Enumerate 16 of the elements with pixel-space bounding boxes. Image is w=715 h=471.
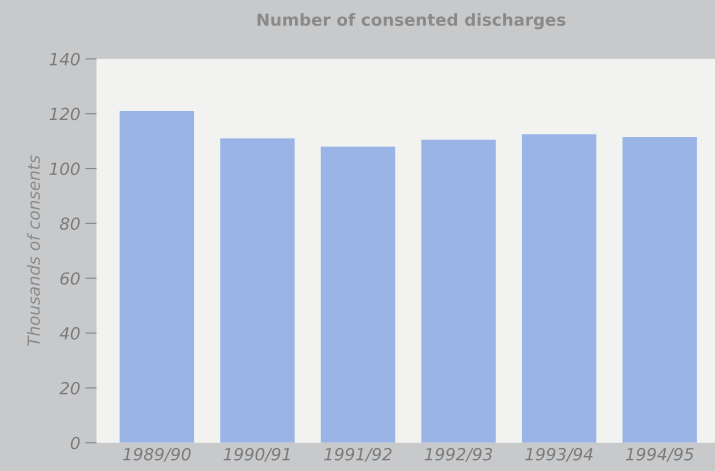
y-tick-label: 80 bbox=[60, 217, 80, 230]
x-tick-label: 1991/92 bbox=[324, 448, 392, 462]
y-tick-label: 40 bbox=[60, 327, 80, 340]
y-tick-label: 120 bbox=[50, 108, 80, 120]
x-tick-label: 1993/94 bbox=[525, 448, 593, 462]
y-tick-label: 140 bbox=[50, 52, 80, 66]
y-tick-label: 100 bbox=[50, 162, 80, 176]
x-tick-label: 1994/95 bbox=[626, 448, 694, 462]
y-tick-label: 20 bbox=[59, 382, 80, 394]
x-tick-label: 1992/93 bbox=[424, 448, 492, 462]
x-tick-label: 1990/91 bbox=[224, 448, 290, 462]
y-axis-title: Thousands of consents bbox=[27, 155, 40, 346]
chart-title: Number of consented discharges bbox=[258, 13, 566, 30]
y-tick-label: 0 bbox=[70, 436, 80, 450]
x-tick-label: 1989/90 bbox=[123, 448, 191, 462]
y-tick-label: 60 bbox=[60, 272, 80, 285]
